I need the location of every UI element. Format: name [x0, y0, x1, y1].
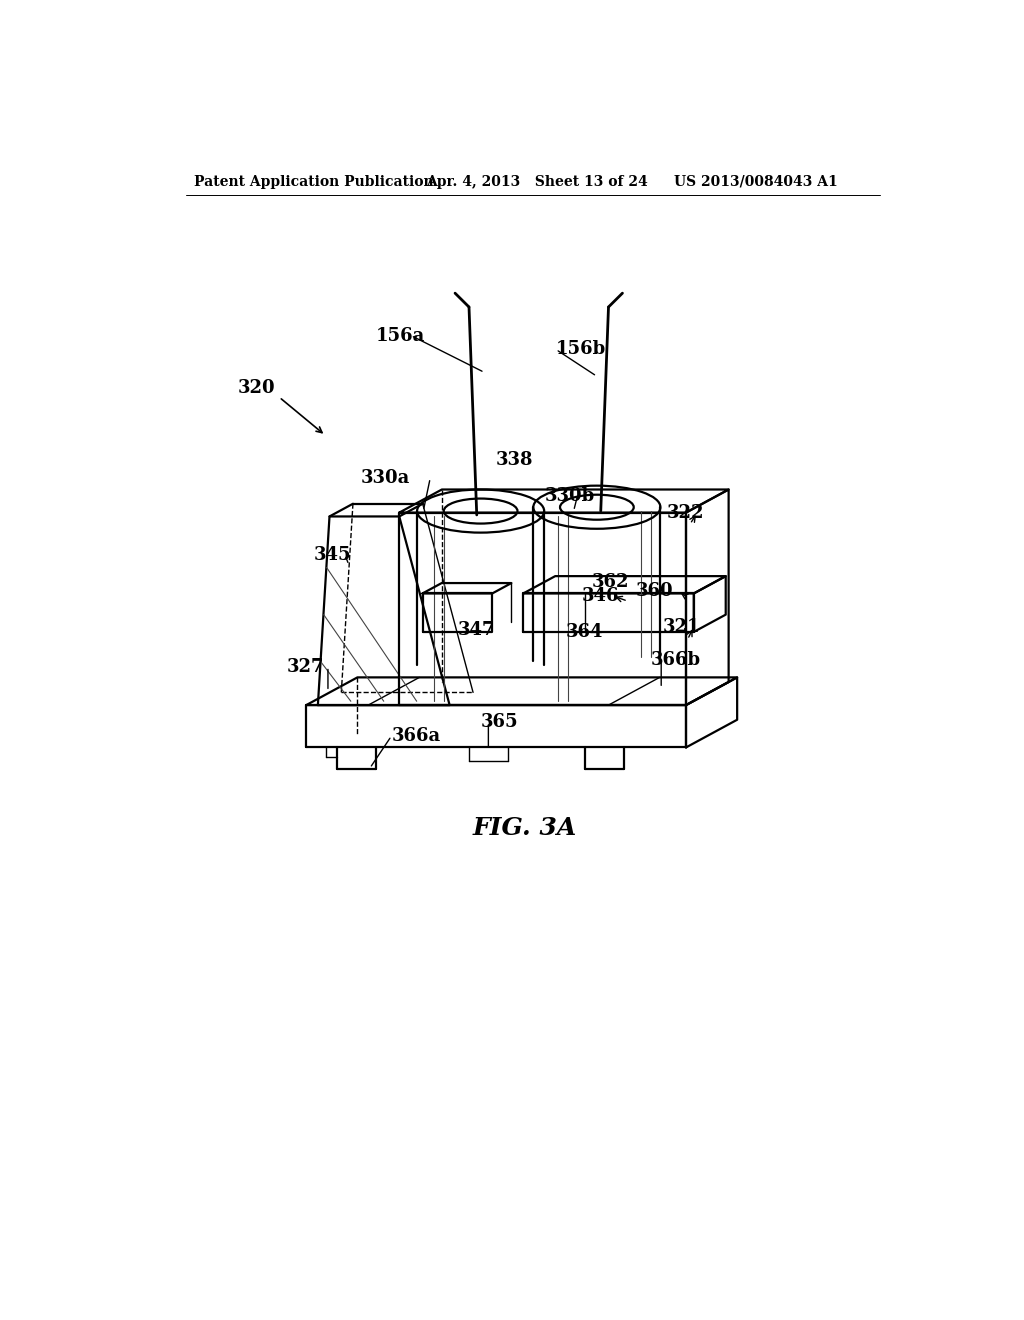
Text: 330b: 330b [545, 487, 595, 504]
Text: 338: 338 [496, 451, 534, 469]
Text: 345: 345 [314, 546, 351, 564]
Text: 366a: 366a [391, 727, 440, 744]
Text: 346: 346 [582, 587, 618, 605]
Text: 366b: 366b [651, 652, 701, 669]
Text: 347: 347 [458, 620, 495, 639]
Text: 327: 327 [287, 657, 325, 676]
Text: 364: 364 [566, 623, 603, 642]
Text: 320: 320 [238, 379, 275, 397]
Text: US 2013/0084043 A1: US 2013/0084043 A1 [675, 174, 838, 189]
Text: Apr. 4, 2013   Sheet 13 of 24: Apr. 4, 2013 Sheet 13 of 24 [426, 174, 648, 189]
Text: 156a: 156a [376, 326, 425, 345]
Text: Patent Application Publication: Patent Application Publication [194, 174, 433, 189]
Text: 322: 322 [667, 504, 705, 521]
Text: 321: 321 [663, 618, 700, 635]
Text: 156b: 156b [556, 341, 606, 358]
Text: 362: 362 [592, 573, 629, 591]
Text: 365: 365 [480, 713, 518, 731]
Text: 360: 360 [636, 582, 673, 601]
Text: FIG. 3A: FIG. 3A [473, 816, 577, 841]
Text: 330a: 330a [360, 469, 410, 487]
